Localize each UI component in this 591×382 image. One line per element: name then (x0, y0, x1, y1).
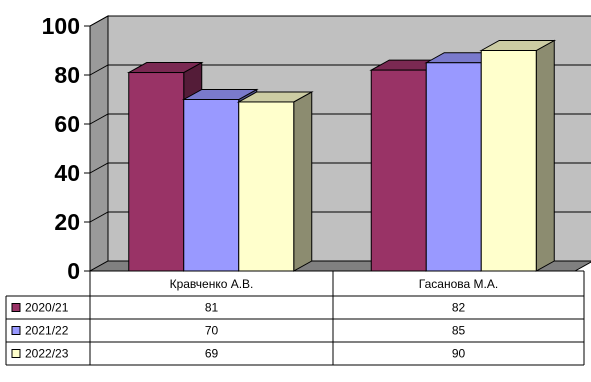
category-label: Кравченко А.В. (170, 277, 254, 291)
y-tick-label: 80 (54, 62, 80, 88)
y-tick-label: 20 (54, 209, 80, 235)
bar-2022-23-0-side (293, 91, 313, 272)
legend-swatch-1 (11, 326, 21, 335)
y-tick-label: 40 (54, 160, 80, 186)
y-tick-label: 0 (67, 258, 80, 284)
legend-entry: 2021/22 (25, 324, 69, 338)
bar-2021-22-1 (425, 62, 482, 272)
bar-2022-23-0 (238, 101, 295, 272)
gridline-100 (89, 15, 591, 27)
bar-2022-23-1 (480, 50, 537, 272)
data-label: 90 (452, 347, 466, 361)
category-label: Гасанова М.А. (419, 277, 498, 291)
bar-2022-23-1-side (535, 39, 555, 272)
data-label: 70 (205, 324, 219, 338)
data-label: 81 (205, 301, 219, 315)
data-label: 82 (452, 301, 466, 315)
legend-entry: 2020/21 (25, 301, 69, 315)
legend-entry: 2022/23 (25, 347, 69, 361)
bar-2021-22-0 (183, 99, 240, 272)
bar-2020-21-1 (370, 69, 427, 272)
legend-swatch-2 (11, 349, 21, 358)
plot-side-wall (89, 15, 109, 272)
y-tick-label: 100 (42, 13, 80, 39)
bar-2020-21-0 (128, 72, 185, 272)
data-label: 85 (452, 324, 466, 338)
legend-swatch-0 (11, 303, 21, 312)
data-label: 69 (205, 347, 219, 361)
y-tick-label: 60 (54, 111, 80, 137)
